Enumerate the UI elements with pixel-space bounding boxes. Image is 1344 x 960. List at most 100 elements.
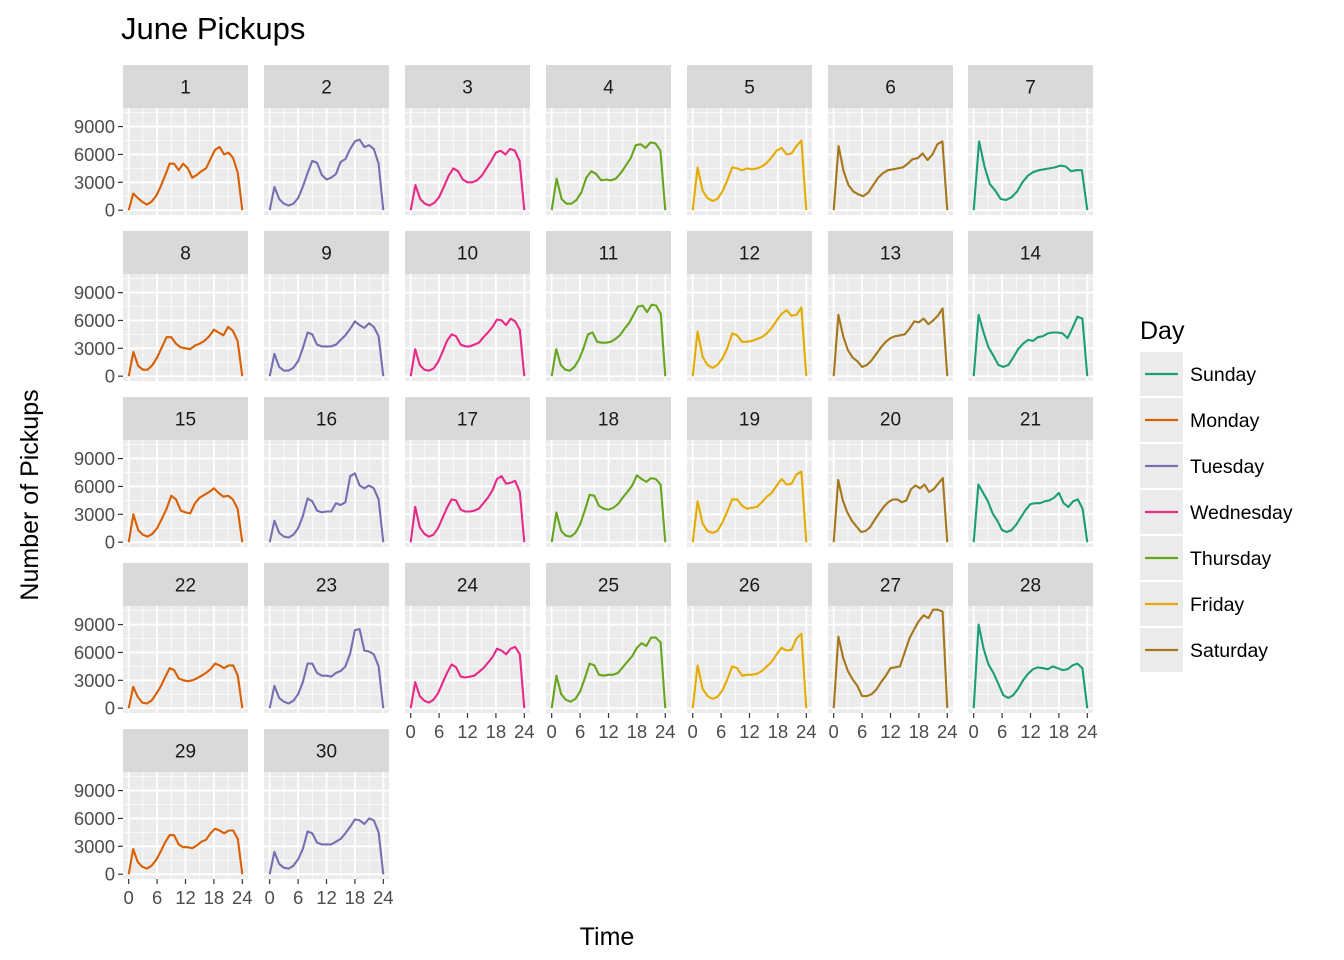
x-tick-label: 24	[1077, 721, 1098, 742]
series-line	[127, 827, 244, 875]
series-line	[127, 662, 244, 709]
x-tick-label: 0	[265, 887, 275, 908]
facet-panel: 13	[828, 231, 953, 381]
x-axis-title: Time	[580, 923, 635, 951]
legend-entry: Thursday	[1140, 536, 1272, 580]
facet-panel: 16	[264, 397, 389, 547]
facet-strip-label: 25	[598, 576, 619, 597]
series-line	[972, 140, 1089, 211]
x-tick-label: 6	[152, 887, 162, 908]
series-line	[691, 139, 808, 211]
series-line	[127, 145, 244, 211]
facet-strip-label: 8	[180, 244, 191, 265]
x-tick-label: 12	[457, 721, 478, 742]
y-tick-label: 6000	[74, 642, 115, 663]
facet-strip	[123, 397, 248, 440]
facet-panel: 21	[968, 397, 1093, 547]
facet-strip-label: 2	[321, 78, 332, 99]
facet-panel: 3	[405, 65, 530, 215]
legend-label: Wednesday	[1190, 502, 1293, 524]
facet-strip-label: 14	[1020, 244, 1042, 265]
series-line	[691, 470, 808, 543]
facet-panel: 19	[687, 397, 812, 547]
facet-strip	[828, 231, 953, 274]
facet-panel: 20	[828, 397, 953, 547]
facet-strip-label: 20	[880, 410, 901, 431]
facet-panel: 5	[687, 65, 812, 215]
series-line	[832, 608, 949, 709]
facet-panel: 1 0 3000 6000 9000	[74, 65, 248, 221]
x-tick-label: 0	[829, 721, 839, 742]
series-line	[409, 147, 526, 211]
facet-strip-label: 6	[885, 78, 896, 99]
facet-strip-label: 23	[316, 576, 337, 597]
facet-strip-label: 27	[880, 576, 901, 597]
facet-strip-label: 1	[180, 78, 191, 99]
facet-panel: 18	[546, 397, 671, 547]
y-tick-label: 0	[105, 366, 115, 387]
facet-strip	[687, 397, 812, 440]
legend-label: Thursday	[1190, 548, 1272, 570]
facet-strip	[546, 231, 671, 274]
facet-strip	[264, 231, 389, 274]
x-tick-label: 24	[232, 887, 253, 908]
facet-strip	[828, 397, 953, 440]
facet-strip	[123, 231, 248, 274]
facet-strip	[264, 397, 389, 440]
facet-panel: 25 0 6 12 18 24	[546, 563, 676, 742]
facet-strip-label: 16	[316, 410, 337, 431]
x-tick-label: 6	[857, 721, 867, 742]
y-tick-label: 9000	[74, 282, 115, 303]
series-line	[972, 623, 1089, 709]
facet-strip-label: 5	[744, 78, 755, 99]
facet-strip	[123, 563, 248, 606]
facet-strip	[968, 65, 1093, 108]
facet-strip-label: 26	[739, 576, 760, 597]
legend-entry: Sunday	[1140, 352, 1256, 396]
x-tick-label: 18	[204, 887, 225, 908]
x-tick-label: 12	[1020, 721, 1041, 742]
facet-strip	[123, 65, 248, 108]
series-line	[268, 472, 385, 543]
series-line	[832, 477, 949, 543]
y-tick-label: 9000	[74, 116, 115, 137]
facet-panel: 12	[687, 231, 812, 381]
facet-strip-label: 22	[175, 576, 196, 597]
facet-panel: 27 0 6 12 18 24	[828, 563, 958, 742]
facet-strip-label: 9	[321, 244, 332, 265]
facet-panel: 30 0 6 12 18 24	[264, 729, 394, 908]
legend-entry: Saturday	[1140, 628, 1268, 672]
x-tick-label: 0	[124, 887, 134, 908]
facet-strip	[546, 563, 671, 606]
facet-strip-label: 29	[175, 742, 196, 763]
x-tick-label: 18	[909, 721, 930, 742]
facet-strip	[264, 563, 389, 606]
series-line	[127, 487, 244, 543]
y-tick-label: 9000	[74, 614, 115, 635]
series-line	[550, 303, 667, 377]
facet-panel: 28 0 6 12 18 24	[968, 563, 1098, 742]
facet-panel: 24 0 6 12 18 24	[405, 563, 535, 742]
series-line	[409, 317, 526, 377]
facet-strip	[687, 563, 812, 606]
y-tick-label: 9000	[74, 780, 115, 801]
y-tick-label: 9000	[74, 448, 115, 469]
facet-strip	[546, 65, 671, 108]
x-tick-label: 24	[514, 721, 535, 742]
facet-strip	[968, 563, 1093, 606]
legend-label: Saturday	[1190, 640, 1268, 662]
series-line	[832, 140, 949, 211]
facet-strip	[264, 729, 389, 772]
legend-label: Sunday	[1190, 364, 1256, 386]
facet-panel: 9	[264, 231, 389, 381]
facet-strip	[546, 397, 671, 440]
y-tick-label: 3000	[74, 172, 115, 193]
facet-panel: 23	[264, 563, 389, 713]
facet-panel: 2	[264, 65, 389, 215]
x-tick-label: 6	[997, 721, 1007, 742]
facet-panel: 10	[405, 231, 530, 381]
series-line	[550, 636, 667, 709]
